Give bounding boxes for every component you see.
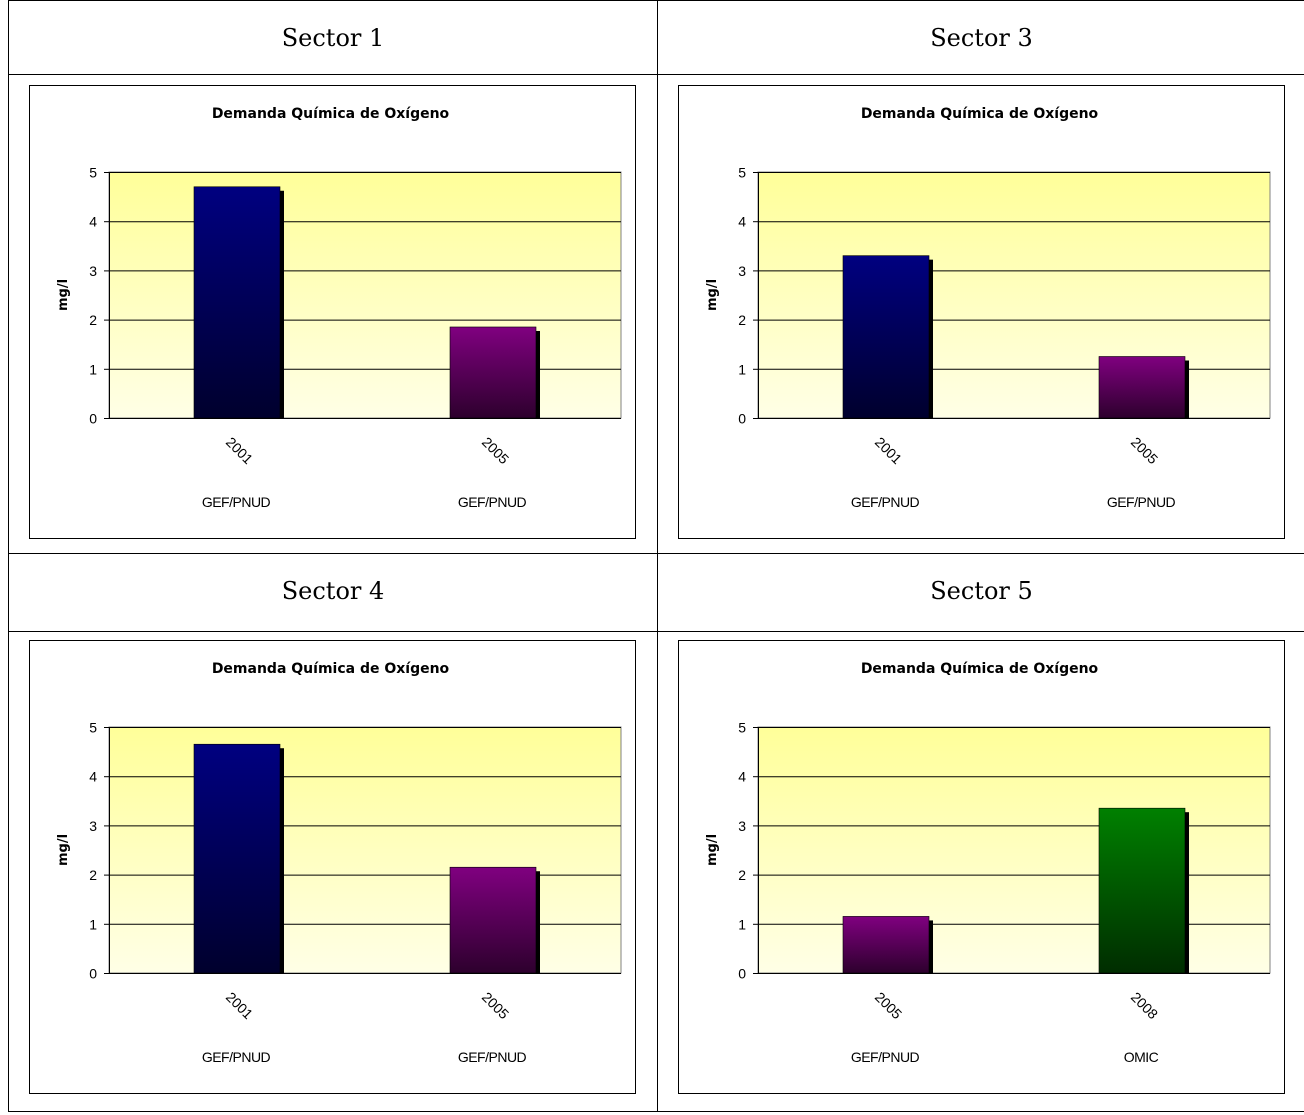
y-tick-label: 1 bbox=[738, 361, 746, 377]
x-category-source: GEF/PNUD bbox=[202, 1049, 271, 1065]
x-category-source: GEF/PNUD bbox=[851, 494, 920, 510]
y-tick-label: 0 bbox=[738, 411, 746, 427]
bar bbox=[193, 743, 281, 974]
plot-area bbox=[757, 171, 1271, 419]
y-tick-label: 5 bbox=[89, 720, 97, 736]
x-category-source: GEF/PNUD bbox=[458, 1049, 527, 1065]
chart-panel-sector-5: Demanda Química de Oxígeno 0 1 2 3 4 5 mg/l 2005… bbox=[678, 640, 1285, 1094]
chart-svg: Demanda Química de Oxígeno012345mg/l2001… bbox=[29, 85, 636, 539]
x-category-source: GEF/PNUD bbox=[1107, 494, 1176, 510]
chart-title: Demanda Química de Oxígeno bbox=[861, 106, 1099, 122]
y-axis-label: mg/l bbox=[705, 834, 720, 866]
chart-svg: Demanda Química de Oxígeno012345mg/l2001… bbox=[678, 85, 1285, 539]
plot-area bbox=[108, 171, 622, 419]
y-tick-label: 4 bbox=[89, 769, 97, 785]
y-tick-label: 2 bbox=[89, 867, 97, 883]
bar bbox=[449, 866, 537, 974]
y-tick-label: 1 bbox=[738, 916, 746, 932]
sector-heading: Sector 3 bbox=[930, 24, 1033, 52]
bar bbox=[842, 916, 930, 974]
y-tick-label: 1 bbox=[89, 361, 97, 377]
y-tick-label: 3 bbox=[738, 263, 746, 279]
y-tick-label: 5 bbox=[738, 165, 746, 181]
y-tick-label: 5 bbox=[89, 165, 97, 181]
chart-svg: Demanda Química de Oxígeno012345mg/l2001… bbox=[29, 640, 636, 1094]
table-row-divider bbox=[9, 74, 1304, 75]
sector-heading: Sector 5 bbox=[930, 577, 1033, 605]
bar bbox=[1098, 807, 1186, 974]
bar bbox=[1098, 356, 1186, 419]
bar bbox=[449, 326, 537, 419]
y-tick-label: 2 bbox=[89, 312, 97, 328]
chart-title: Demanda Química de Oxígeno bbox=[212, 661, 450, 677]
sector-heading: Sector 1 bbox=[281, 24, 385, 52]
chart-svg: Demanda Química de Oxígeno012345mg/l2005… bbox=[678, 640, 1285, 1094]
x-category-source: GEF/PNUD bbox=[202, 494, 271, 510]
y-tick-label: 4 bbox=[738, 769, 746, 785]
table-row-divider bbox=[9, 631, 1304, 632]
chart-panel-sector-1: Demanda Química de Oxígeno 0 1 2 3 4 5 mg/l 2001… bbox=[29, 85, 636, 539]
y-tick-label: 1 bbox=[89, 916, 97, 932]
x-category-source: OMIC bbox=[1124, 1049, 1159, 1065]
y-axis-label: mg/l bbox=[56, 279, 71, 311]
y-tick-label: 0 bbox=[738, 966, 746, 982]
sector-heading: Sector 4 bbox=[281, 577, 385, 605]
x-category-source: GEF/PNUD bbox=[458, 494, 527, 510]
plot-area bbox=[108, 726, 622, 974]
bar bbox=[842, 255, 930, 419]
chart-title: Demanda Química de Oxígeno bbox=[212, 106, 450, 122]
bar bbox=[193, 186, 281, 419]
table-column-divider bbox=[657, 1, 658, 1112]
y-tick-label: 3 bbox=[738, 818, 746, 834]
y-tick-label: 0 bbox=[89, 966, 97, 982]
table-row-divider bbox=[9, 553, 1304, 554]
chart-panel-sector-4: Demanda Química de Oxígeno 0 1 2 3 4 5 mg/l 2001… bbox=[29, 640, 636, 1094]
chart-panel-sector-3: Demanda Química de Oxígeno 0 1 2 3 4 5 mg/l 2001… bbox=[678, 85, 1285, 539]
y-tick-label: 0 bbox=[89, 411, 97, 427]
y-tick-label: 3 bbox=[89, 818, 97, 834]
plot-area bbox=[757, 726, 1271, 974]
y-tick-label: 5 bbox=[738, 720, 746, 736]
y-tick-label: 4 bbox=[89, 214, 97, 230]
chart-title: Demanda Química de Oxígeno bbox=[861, 661, 1099, 677]
y-tick-label: 2 bbox=[738, 312, 746, 328]
y-axis-label: mg/l bbox=[705, 279, 720, 311]
y-tick-label: 4 bbox=[738, 214, 746, 230]
y-tick-label: 2 bbox=[738, 867, 746, 883]
y-axis-label: mg/l bbox=[56, 834, 71, 866]
sector-table: Sector 1 Sector 3 Sector 4 Sector 5 bbox=[8, 0, 1304, 1112]
y-tick-label: 3 bbox=[89, 263, 97, 279]
x-category-source: GEF/PNUD bbox=[851, 1049, 920, 1065]
